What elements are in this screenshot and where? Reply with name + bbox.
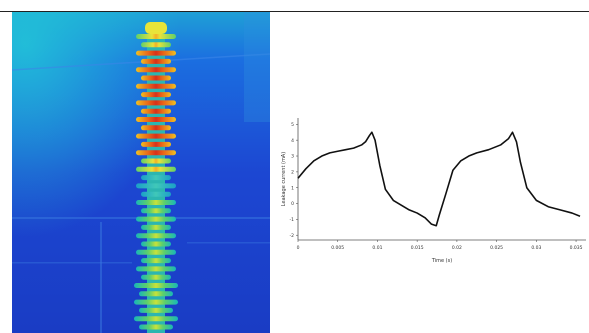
x-tick-label: 0	[297, 245, 300, 251]
x-tick-label: 0.02	[452, 245, 462, 251]
insulator-shed	[134, 316, 178, 322]
top-divider-line	[0, 11, 589, 12]
y-tick-label: 0	[291, 201, 294, 207]
x-tick-label: 0.03	[531, 245, 541, 251]
insulator-sheds	[134, 34, 178, 330]
insulator-shed	[141, 125, 171, 131]
insulator-shed	[136, 266, 176, 272]
insulator-shed	[136, 117, 176, 122]
y-tick-label: 3	[291, 154, 294, 160]
leakage-current-chart: 0 0.005 0.01 0.015 0.02 0.025 0.03 0.035 -2 -1 0 1…	[281, 118, 586, 264]
insulator-shed	[136, 216, 176, 222]
insulator-shed	[141, 241, 171, 247]
leakage-current-series-line	[297, 131, 581, 227]
insulator-shed	[141, 274, 171, 280]
x-axis-label: Time (s)	[431, 258, 452, 264]
insulator-shed	[141, 75, 171, 81]
insulator-shed	[141, 258, 171, 264]
insulator-shed	[134, 283, 178, 288]
insulator-shed	[136, 67, 176, 73]
insulator-shed	[141, 141, 171, 147]
y-tick-label: 2	[291, 169, 294, 175]
insulator-shed	[141, 58, 171, 64]
x-tick-label: 0.01	[372, 245, 382, 251]
insulator-shed	[141, 208, 171, 214]
x-tick-label: 0.005	[331, 245, 344, 251]
insulator-shed	[141, 224, 171, 230]
insulator-shed	[136, 183, 176, 189]
insulator-shed	[141, 92, 171, 98]
insulator-shed	[134, 299, 178, 305]
insulator-shed	[139, 324, 173, 330]
insulator-shed	[141, 191, 171, 197]
y-axis-label: Leakage current (mA)	[281, 152, 287, 206]
x-tick-label: 0.015	[411, 245, 424, 251]
insulator-shed	[139, 291, 173, 297]
insulator-shed	[136, 133, 176, 139]
y-tick-label: 1	[291, 185, 294, 191]
insulator-shed	[141, 158, 171, 164]
insulator-shed	[136, 249, 176, 255]
thermal-insulator-image	[12, 12, 270, 333]
y-tick-label: 5	[291, 122, 294, 128]
insulator-shed	[136, 50, 176, 56]
insulator-shed	[141, 42, 171, 48]
x-tick-label: 0.025	[490, 245, 503, 251]
insulator-shed	[136, 100, 176, 106]
insulator-shed	[136, 200, 176, 205]
insulator-shed	[136, 34, 176, 39]
insulator-shed	[136, 150, 176, 156]
insulator-shed	[136, 83, 176, 89]
insulator-shed	[136, 233, 176, 239]
insulator-shed	[136, 166, 176, 172]
y-tick-label: 4	[291, 138, 294, 144]
insulator-shed	[139, 307, 173, 313]
y-tick-label: -1	[290, 217, 295, 223]
insulator-shed	[141, 108, 171, 114]
y-tick-label: -2	[290, 233, 295, 239]
x-tick-label: 0.035	[570, 245, 583, 251]
insulator-shed	[141, 175, 171, 181]
